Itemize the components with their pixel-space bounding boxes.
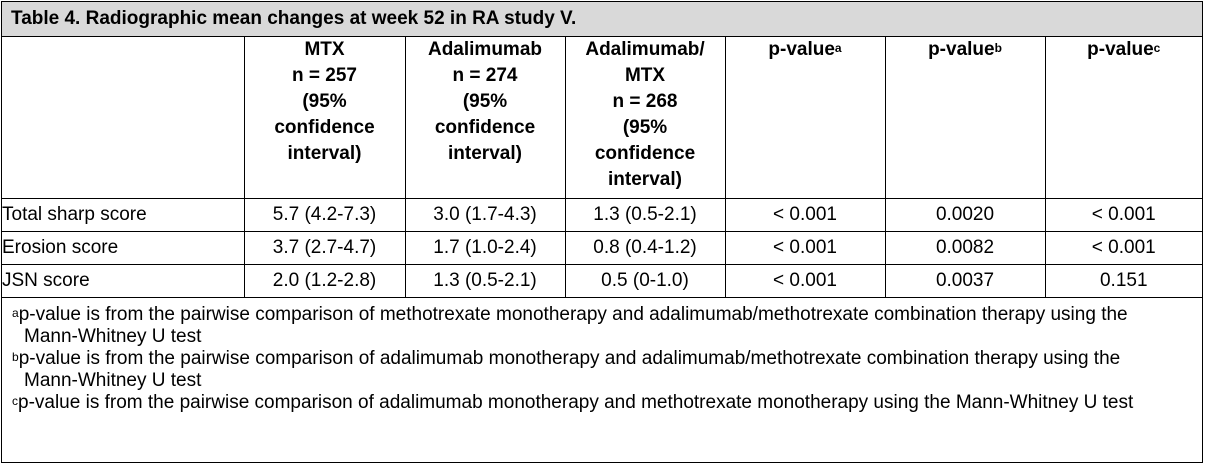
table-cell: 1.3 (0.5-2.1) [564,198,726,232]
header-line: MTX [624,65,666,86]
header-label: p-value [928,39,995,60]
row-label: Total sharp score [2,198,245,232]
table-row: JSN score 2.0 (1.2-2.8) 1.3 (0.5-2.1) 0.… [2,264,1202,298]
header-line: (95% [302,91,347,112]
table-cell: 0.0020 [884,198,1046,232]
header-line: interval) [287,143,362,164]
footnote: ap-value is from the pairwise comparison… [2,304,1202,348]
table-cell: 0.151 [1044,264,1202,298]
header-line: interval) [448,143,522,164]
row-label: Erosion score [2,231,245,265]
table-cell: 5.7 (4.2-7.3) [243,198,406,232]
table-cell: < 0.001 [724,198,886,232]
header-row: MTX n = 257 (95% confidence interval) Ad… [2,37,1202,199]
header-line: confidence [434,117,536,138]
header-line: Adalimumab [427,39,543,60]
header-line: confidence [594,143,696,164]
table-row: Total sharp score 5.7 (4.2-7.3) 3.0 (1.7… [2,198,1202,232]
table-cell: 0.0037 [884,264,1046,298]
table-cell: < 0.001 [724,264,886,298]
header-label: p-value [1087,39,1154,60]
table-cell: 0.5 (0-1.0) [564,264,726,298]
table-cell: < 0.001 [1044,198,1202,232]
header-line: Adalimumab/ [585,39,705,60]
table-title: Table 4. Radiographic mean changes at we… [2,2,1202,37]
table-cell: < 0.001 [1044,231,1202,265]
header-line: interval) [608,169,682,190]
header-line: n = 274 [452,65,518,86]
row-label-header [2,37,245,199]
footnote-text: p-value is from the pairwise comparison … [18,304,1128,347]
col-header-adalimumab: Adalimumab n = 274 (95% confidence inter… [404,37,566,199]
footnote: cp-value is from the pairwise comparison… [2,392,1202,414]
table-cell: 2.0 (1.2-2.8) [243,264,406,298]
footnote-text: p-value is from the pairwise comparison … [18,348,1121,391]
header-line: n = 268 [612,91,678,112]
header-sup: c [1153,41,1161,55]
table-cell: 1.3 (0.5-2.1) [404,264,566,298]
header-line: MTX [304,39,345,60]
footnote-marker: c [12,394,18,408]
header-line: n = 257 [292,65,357,86]
col-header-mtx: MTX n = 257 (95% confidence interval) [243,37,406,199]
footnotes: ap-value is from the pairwise comparison… [2,298,1202,414]
row-label: JSN score [2,264,245,298]
header-line: confidence [274,117,375,138]
footnote-marker: a [12,306,19,320]
header-label: p-value [768,39,835,60]
table-cell: 0.8 (0.4-1.2) [564,231,726,265]
table-cell: < 0.001 [724,231,886,265]
header-sup: a [834,41,842,55]
data-table: MTX n = 257 (95% confidence interval) Ad… [2,37,1202,298]
footnote: bp-value is from the pairwise comparison… [2,348,1202,392]
col-header-p-value-b: p-valueb [884,37,1046,199]
table-cell: 1.7 (1.0-2.4) [404,231,566,265]
col-header-p-value-c: p-valuec [1044,37,1202,199]
header-line: (95% [622,117,668,138]
header-line: (95% [462,91,508,112]
table-cell: 0.0082 [884,231,1046,265]
header-sup: b [994,41,1002,55]
table-row: Erosion score 3.7 (2.7-4.7) 1.7 (1.0-2.4… [2,231,1202,265]
table-cell: 3.0 (1.7-4.3) [404,198,566,232]
footnote-text: p-value is from the pairwise comparison … [18,392,1134,413]
footnote-marker: b [12,350,19,364]
table-cell: 3.7 (2.7-4.7) [243,231,406,265]
col-header-p-value-a: p-valuea [724,37,886,199]
col-header-adalimumab-mtx: Adalimumab/ MTX n = 268 (95% confidence … [564,37,726,199]
